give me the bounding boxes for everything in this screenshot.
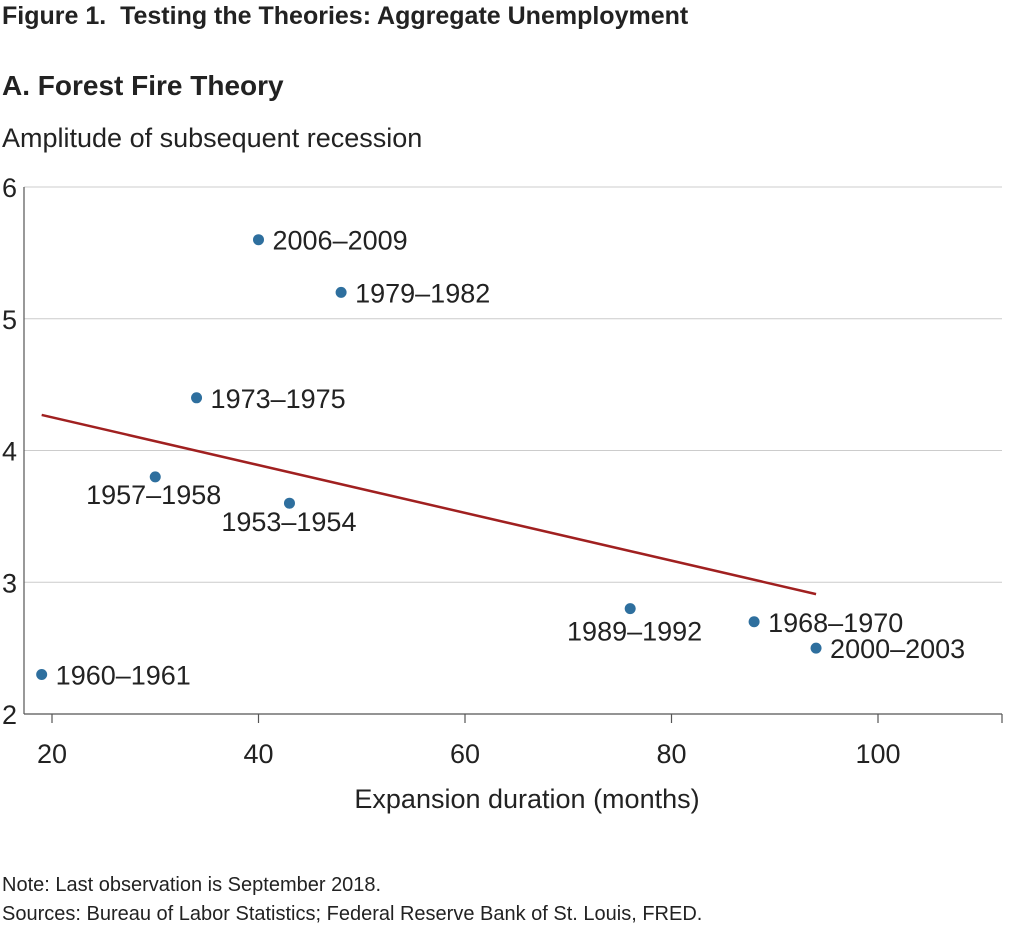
grid-layer (24, 186, 1002, 583)
point-layer: 2006–2009 1979–1982 1973–1975 1957–19581953… (36, 226, 965, 690)
x-tick-label: 40 (243, 739, 273, 769)
trend-layer (41, 413, 817, 596)
data-point (253, 234, 264, 246)
data-point-label: 1979–1982 (355, 278, 490, 308)
data-point (36, 668, 48, 680)
x-tick-label: 20 (37, 739, 67, 769)
data-point-label: 1968–1970 (768, 608, 903, 638)
data-point (624, 603, 636, 615)
sources-text: Sources: Bureau of Labor Statistics; Fed… (2, 903, 703, 925)
data-point-label: 2000–2003 (830, 634, 965, 664)
data-point (748, 616, 760, 628)
x-axis-label: Expansion duration (months) (354, 784, 699, 814)
data-point (191, 392, 203, 404)
y-tick-label: 3 (2, 568, 17, 598)
x-tick-label: 100 (855, 739, 900, 769)
data-point-label: 1957–1958 (86, 480, 221, 510)
scatter-chart: 2 3 4 5 6 20 40 60 80 100 2006–2009 1979–1982 1973–… (2, 173, 1003, 814)
data-point-label: 1953–1954 (221, 507, 356, 537)
y-tick-label: 6 (2, 173, 17, 203)
data-point-label: 1989–1992 (567, 617, 702, 647)
y-tick-label: 2 (2, 700, 17, 730)
x-tick-label: 60 (450, 739, 480, 769)
data-point (283, 497, 295, 509)
y-tick-label: 5 (2, 305, 17, 335)
data-point (810, 642, 822, 654)
data-point-label: 1973–1975 (211, 384, 346, 414)
panel-title: A. Forest Fire Theory (2, 70, 284, 101)
data-point-label: 1960–1961 (56, 660, 191, 690)
axis-layer: 2 3 4 5 6 20 40 60 80 100 (2, 173, 1003, 769)
y-tick-label: 4 (2, 437, 17, 467)
figure-title: Figure 1. Testing the Theories: Aggregat… (2, 2, 689, 30)
note-text: Note: Last observation is September 2018… (2, 874, 382, 896)
y-axis-label: Amplitude of subsequent recession (2, 123, 423, 153)
data-point-label: 2006–2009 (273, 226, 408, 256)
x-tick-label: 80 (656, 739, 686, 769)
data-point (149, 471, 161, 483)
data-point (335, 286, 347, 298)
trend-line (41, 413, 817, 596)
